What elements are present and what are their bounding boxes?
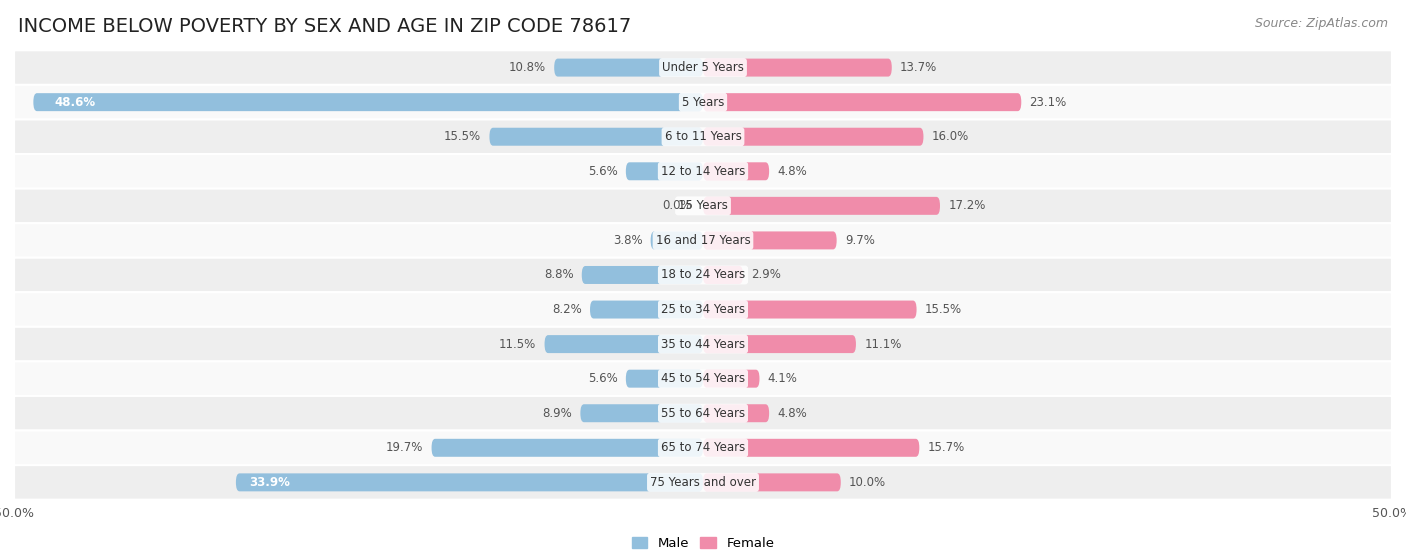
Text: 3.8%: 3.8% xyxy=(613,234,643,247)
FancyBboxPatch shape xyxy=(703,162,769,180)
FancyBboxPatch shape xyxy=(236,473,703,491)
FancyBboxPatch shape xyxy=(703,473,841,491)
FancyBboxPatch shape xyxy=(703,128,924,146)
Text: 15.5%: 15.5% xyxy=(444,130,481,143)
FancyBboxPatch shape xyxy=(582,266,703,284)
FancyBboxPatch shape xyxy=(703,369,759,387)
Text: 18 to 24 Years: 18 to 24 Years xyxy=(661,268,745,282)
Text: 16 and 17 Years: 16 and 17 Years xyxy=(655,234,751,247)
FancyBboxPatch shape xyxy=(703,59,891,77)
Text: 2.9%: 2.9% xyxy=(751,268,782,282)
FancyBboxPatch shape xyxy=(432,439,703,457)
Text: 75 Years and over: 75 Years and over xyxy=(650,476,756,489)
Text: 25 to 34 Years: 25 to 34 Years xyxy=(661,303,745,316)
Text: 15 Years: 15 Years xyxy=(678,200,728,212)
FancyBboxPatch shape xyxy=(14,223,1392,258)
FancyBboxPatch shape xyxy=(703,439,920,457)
Text: 10.8%: 10.8% xyxy=(509,61,546,74)
Text: 16.0%: 16.0% xyxy=(932,130,969,143)
Text: 35 to 44 Years: 35 to 44 Years xyxy=(661,338,745,350)
FancyBboxPatch shape xyxy=(34,93,703,111)
Text: 5 Years: 5 Years xyxy=(682,96,724,108)
FancyBboxPatch shape xyxy=(14,361,1392,396)
FancyBboxPatch shape xyxy=(14,327,1392,361)
Text: 8.9%: 8.9% xyxy=(543,407,572,420)
Text: INCOME BELOW POVERTY BY SEX AND AGE IN ZIP CODE 78617: INCOME BELOW POVERTY BY SEX AND AGE IN Z… xyxy=(18,17,631,36)
Text: 15.5%: 15.5% xyxy=(925,303,962,316)
Text: 8.2%: 8.2% xyxy=(553,303,582,316)
Text: 6 to 11 Years: 6 to 11 Years xyxy=(665,130,741,143)
FancyBboxPatch shape xyxy=(489,128,703,146)
Text: 48.6%: 48.6% xyxy=(53,96,96,108)
Text: 45 to 54 Years: 45 to 54 Years xyxy=(661,372,745,385)
Text: Source: ZipAtlas.com: Source: ZipAtlas.com xyxy=(1254,17,1388,30)
FancyBboxPatch shape xyxy=(14,154,1392,188)
Text: 23.1%: 23.1% xyxy=(1029,96,1067,108)
FancyBboxPatch shape xyxy=(703,404,769,422)
FancyBboxPatch shape xyxy=(626,369,703,387)
Text: 5.6%: 5.6% xyxy=(588,372,617,385)
Text: 5.6%: 5.6% xyxy=(588,165,617,178)
FancyBboxPatch shape xyxy=(544,335,703,353)
Text: 0.0%: 0.0% xyxy=(662,200,692,212)
FancyBboxPatch shape xyxy=(14,188,1392,223)
Text: 4.1%: 4.1% xyxy=(768,372,797,385)
Text: 4.8%: 4.8% xyxy=(778,407,807,420)
Text: 17.2%: 17.2% xyxy=(948,200,986,212)
FancyBboxPatch shape xyxy=(14,465,1392,500)
Text: 15.7%: 15.7% xyxy=(928,441,965,454)
FancyBboxPatch shape xyxy=(703,335,856,353)
Text: 8.8%: 8.8% xyxy=(544,268,574,282)
FancyBboxPatch shape xyxy=(703,301,917,319)
FancyBboxPatch shape xyxy=(703,197,941,215)
FancyBboxPatch shape xyxy=(14,120,1392,154)
Text: 55 to 64 Years: 55 to 64 Years xyxy=(661,407,745,420)
Text: 10.0%: 10.0% xyxy=(849,476,886,489)
Text: Under 5 Years: Under 5 Years xyxy=(662,61,744,74)
FancyBboxPatch shape xyxy=(703,231,837,249)
Text: 13.7%: 13.7% xyxy=(900,61,938,74)
Legend: Male, Female: Male, Female xyxy=(626,532,780,555)
Text: 33.9%: 33.9% xyxy=(250,476,291,489)
Text: 4.8%: 4.8% xyxy=(778,165,807,178)
FancyBboxPatch shape xyxy=(554,59,703,77)
FancyBboxPatch shape xyxy=(703,266,742,284)
FancyBboxPatch shape xyxy=(651,231,703,249)
FancyBboxPatch shape xyxy=(581,404,703,422)
Text: 65 to 74 Years: 65 to 74 Years xyxy=(661,441,745,454)
Text: 11.5%: 11.5% xyxy=(499,338,536,350)
FancyBboxPatch shape xyxy=(703,93,1021,111)
FancyBboxPatch shape xyxy=(14,430,1392,465)
FancyBboxPatch shape xyxy=(14,396,1392,430)
FancyBboxPatch shape xyxy=(14,85,1392,120)
FancyBboxPatch shape xyxy=(591,301,703,319)
Text: 11.1%: 11.1% xyxy=(865,338,901,350)
Text: 9.7%: 9.7% xyxy=(845,234,875,247)
FancyBboxPatch shape xyxy=(14,292,1392,327)
FancyBboxPatch shape xyxy=(626,162,703,180)
Text: 19.7%: 19.7% xyxy=(385,441,423,454)
Text: 12 to 14 Years: 12 to 14 Years xyxy=(661,165,745,178)
FancyBboxPatch shape xyxy=(14,50,1392,85)
FancyBboxPatch shape xyxy=(14,258,1392,292)
